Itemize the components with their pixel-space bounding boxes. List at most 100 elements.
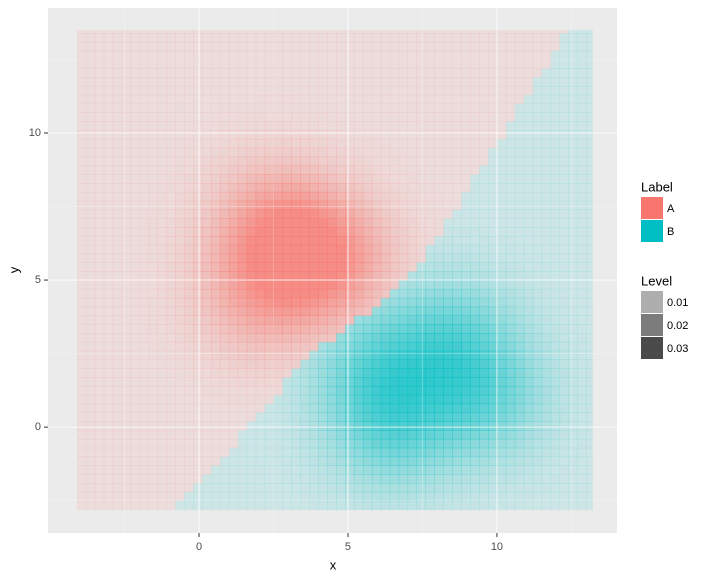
density-cell [273, 491, 284, 502]
density-cell [559, 324, 570, 334]
density-cell [434, 324, 444, 334]
density-cell [345, 138, 355, 149]
density-cell [470, 94, 480, 105]
density-cell [237, 350, 248, 361]
density-cell [202, 350, 212, 361]
density-cell [121, 85, 132, 96]
density-cell [452, 412, 462, 422]
density-cell [300, 465, 310, 475]
density-cell [121, 500, 132, 511]
density-cell [309, 200, 319, 211]
density-cell [488, 394, 498, 405]
density-cell [291, 341, 301, 352]
density-cell [193, 333, 203, 343]
density-cell [103, 33, 114, 43]
density-cell [380, 403, 391, 414]
density-cell [300, 218, 310, 228]
density-cell [327, 174, 337, 184]
density-cell [398, 156, 409, 166]
density-cell [282, 50, 292, 61]
density-cell [112, 271, 123, 281]
density-cell [291, 138, 301, 149]
density-cell [434, 85, 444, 96]
density-cell [443, 359, 453, 369]
density-cell [532, 33, 543, 43]
density-cell [246, 165, 257, 175]
density-cell [407, 438, 418, 449]
density-cell [416, 147, 427, 158]
density-cell [371, 209, 382, 219]
density-cell [568, 33, 578, 43]
density-cell [496, 156, 507, 166]
density-cell [532, 174, 543, 184]
density-cell [282, 280, 292, 290]
density-cell [255, 333, 266, 343]
density-cell [452, 112, 462, 122]
density-cell [496, 474, 507, 484]
density-cell [452, 103, 462, 114]
density-cell [434, 174, 444, 184]
density-cell [228, 112, 239, 122]
density-cell [345, 368, 355, 378]
density-cell [175, 491, 185, 502]
density-cell [559, 174, 570, 184]
density-cell [112, 191, 123, 202]
density-cell [309, 68, 319, 78]
density-cell [246, 244, 257, 255]
density-cell [282, 474, 292, 484]
density-cell [157, 50, 167, 61]
density-cell [505, 165, 516, 175]
density-cell [309, 147, 319, 158]
density-cell [157, 209, 167, 219]
density-cell [443, 306, 453, 316]
density-cell [407, 288, 418, 299]
density-cell [586, 121, 593, 131]
density-cell [514, 130, 525, 140]
density-cell [228, 430, 239, 440]
density-cell [380, 394, 391, 405]
density-cell [488, 306, 498, 316]
density-cell [193, 121, 203, 131]
density-cell [416, 50, 427, 61]
density-cell [273, 315, 284, 325]
density-cell [273, 297, 284, 308]
density-cell [228, 288, 239, 299]
density-cell [523, 271, 534, 281]
density-cell [488, 421, 498, 431]
density-cell [398, 138, 409, 149]
density-cell [130, 341, 141, 352]
density-cell [416, 103, 427, 114]
density-cell [103, 456, 114, 466]
density-cell [202, 94, 212, 105]
density-cell [434, 430, 444, 440]
density-cell [479, 85, 489, 96]
density-cell [345, 280, 355, 290]
density-cell [532, 474, 543, 484]
density-cell [139, 500, 149, 511]
density-cell [157, 368, 167, 378]
density-cell [193, 33, 203, 43]
density-cell [112, 359, 123, 369]
density-cell [371, 315, 382, 325]
density-cell [586, 288, 593, 299]
density-cell [443, 394, 453, 405]
density-cell [434, 456, 444, 466]
density-cell [407, 244, 418, 255]
density-cell [148, 377, 158, 387]
density-cell [362, 421, 373, 431]
density-cell [76, 174, 87, 184]
density-cell [327, 306, 337, 316]
density-cell [202, 385, 212, 396]
density-cell [300, 447, 310, 458]
density-cell [202, 280, 212, 290]
density-cell [425, 447, 435, 458]
density-cell [166, 112, 176, 122]
density-cell [505, 200, 516, 211]
density-cell [532, 77, 543, 87]
density-cell [434, 297, 444, 308]
density-cell [166, 94, 176, 105]
density-cell [541, 68, 552, 78]
density-cell [362, 324, 373, 334]
density-cell [219, 297, 230, 308]
density-cell [479, 385, 489, 396]
